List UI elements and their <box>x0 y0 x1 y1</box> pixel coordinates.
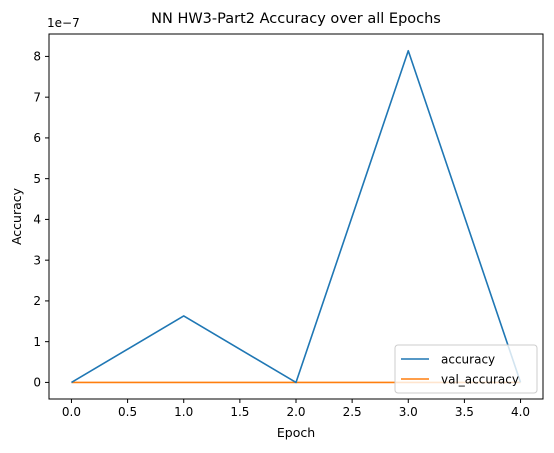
y-tick-label: 2 <box>33 294 41 308</box>
y-tick-label: 4 <box>33 213 41 227</box>
legend: accuracy val_accuracy <box>394 344 538 394</box>
y-tick-label: 1 <box>33 335 41 349</box>
legend-label: val_accuracy <box>441 373 519 387</box>
y-tick-label: 5 <box>33 172 41 186</box>
y-tick-label: 6 <box>33 131 41 145</box>
x-tick-label: 1.5 <box>230 405 249 419</box>
plot-area <box>48 33 544 400</box>
y-axis-ticks: 0 1 2 3 4 5 6 7 8 <box>33 50 49 390</box>
x-tick-label: 2.5 <box>343 405 362 419</box>
x-axis-label: Epoch <box>277 425 315 440</box>
legend-label: accuracy <box>441 353 495 367</box>
x-tick-label: 3.5 <box>455 405 474 419</box>
legend-box <box>394 344 538 394</box>
y-axis-label: Accuracy <box>9 187 24 245</box>
x-axis-ticks: 0.0 0.5 1.0 1.5 2.0 2.5 3.0 3.5 4.0 <box>62 399 530 419</box>
y-tick-label: 0 <box>33 376 41 390</box>
series-line-accuracy <box>71 49 522 384</box>
x-tick-label: 1.0 <box>174 405 193 419</box>
y-tick-label: 7 <box>33 90 41 104</box>
chart-title: NN HW3-Part2 Accuracy over all Epochs <box>151 11 441 27</box>
x-tick-label: 0.5 <box>118 405 137 419</box>
x-tick-label: 2.0 <box>286 405 305 419</box>
y-tick-label: 8 <box>33 50 41 64</box>
x-tick-label: 0.0 <box>62 405 81 419</box>
x-tick-label: 4.0 <box>511 405 530 419</box>
y-tick-label: 3 <box>33 253 41 267</box>
x-tick-label: 3.0 <box>399 405 418 419</box>
y-axis-offset-text: 1e−7 <box>47 16 80 30</box>
